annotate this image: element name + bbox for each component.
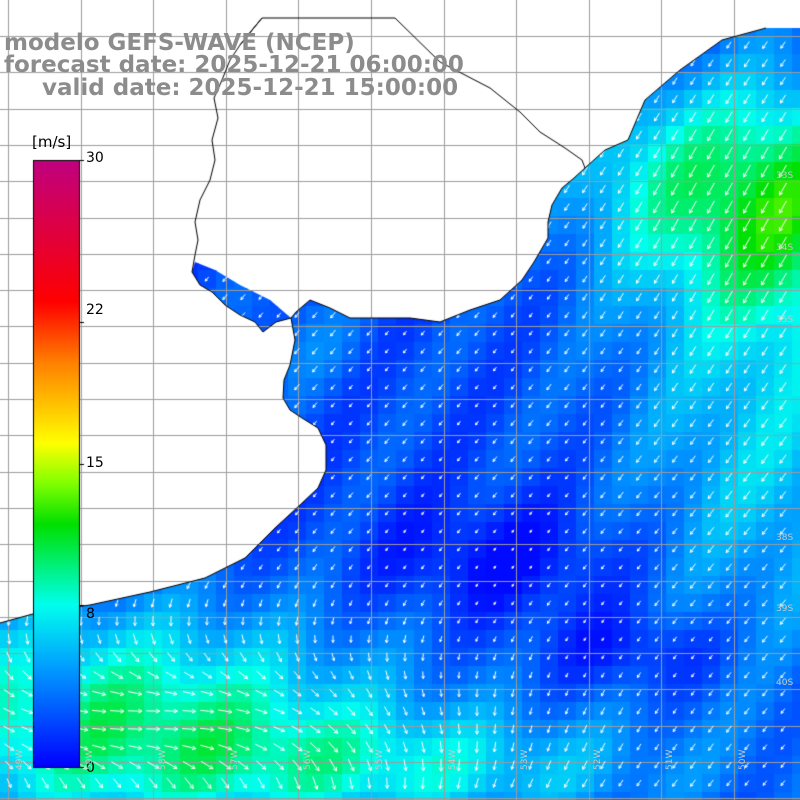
forecast-date: forecast date: 2025-12-21 06:00:00 bbox=[4, 52, 464, 78]
colorbar-unit: [m/s] bbox=[32, 133, 72, 151]
colorbar-tick-30: 30 bbox=[86, 150, 104, 166]
colorbar-tick-22: 22 bbox=[86, 302, 104, 318]
colorbar-tick-15: 15 bbox=[86, 455, 104, 471]
valid-date: valid date: 2025-12-21 15:00:00 bbox=[42, 75, 459, 101]
model-title: modelo GEFS-WAVE (NCEP) bbox=[4, 30, 355, 56]
colorbar-tick-0: 0 bbox=[86, 760, 95, 776]
colorbar-tick-8: 8 bbox=[86, 606, 95, 622]
